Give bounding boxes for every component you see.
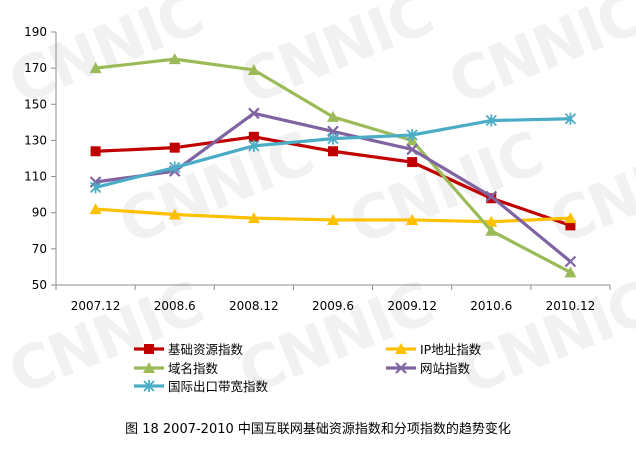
data-point bbox=[328, 146, 338, 157]
data-point bbox=[90, 146, 101, 157]
y-tick-label: 150 bbox=[24, 97, 47, 111]
legend-label: 国际出口带宽指数 bbox=[168, 379, 269, 394]
data-point bbox=[169, 142, 180, 153]
series-3 bbox=[89, 53, 577, 278]
x-tick-label: 2010.12 bbox=[546, 299, 596, 313]
data-point bbox=[406, 213, 419, 225]
data-point bbox=[89, 181, 102, 194]
data-point bbox=[565, 220, 576, 231]
watermark-text: CNNIC bbox=[449, 269, 636, 409]
legend-item: 域名指数 bbox=[134, 361, 219, 376]
data-point bbox=[248, 107, 260, 120]
legend-label: 基础资源指数 bbox=[168, 342, 244, 357]
data-point bbox=[169, 161, 181, 174]
data-point bbox=[168, 53, 181, 65]
legend-marker bbox=[395, 343, 407, 354]
x-tick-label: 2007.12 bbox=[71, 299, 121, 313]
y-tick-label: 90 bbox=[32, 206, 47, 220]
watermark-text: CNNIC bbox=[539, 119, 636, 259]
legend-item: 基础资源指数 bbox=[134, 342, 244, 357]
axes bbox=[55, 32, 610, 286]
legend-marker bbox=[395, 362, 407, 374]
y-axis-ticks: 50 70 90 110 130 150 170 190 bbox=[24, 25, 56, 292]
legend-label: 域名指数 bbox=[168, 361, 219, 376]
data-point bbox=[247, 63, 260, 75]
y-tick-label: 130 bbox=[24, 133, 47, 147]
data-point bbox=[485, 114, 497, 127]
figure-caption: 图 18 2007-2010 中国互联网基础资源指数和分项指数的趋势变化 bbox=[125, 421, 511, 437]
legend-marker bbox=[144, 344, 154, 354]
x-tick-label: 2009.12 bbox=[387, 299, 437, 313]
data-point bbox=[248, 139, 260, 152]
data-point bbox=[89, 62, 102, 74]
data-point bbox=[485, 215, 498, 227]
y-tick-label: 70 bbox=[32, 242, 47, 256]
legend-item: 网站指数 bbox=[386, 361, 471, 376]
data-point bbox=[327, 213, 339, 225]
data-point bbox=[327, 132, 339, 145]
data-point bbox=[89, 203, 102, 215]
legend-marker bbox=[143, 362, 155, 373]
y-tick-label: 170 bbox=[24, 61, 47, 75]
y-tick-label: 50 bbox=[32, 278, 47, 292]
watermark-text: CNNIC bbox=[229, 0, 441, 119]
series-2 bbox=[89, 203, 577, 227]
data-point bbox=[247, 212, 260, 224]
legend-label: 网站指数 bbox=[420, 361, 471, 376]
data-point bbox=[564, 255, 577, 268]
y-tick-label: 110 bbox=[24, 170, 47, 184]
data-point bbox=[248, 131, 259, 142]
x-tick-label: 2008.12 bbox=[229, 299, 279, 313]
data-point bbox=[407, 157, 418, 168]
data-point bbox=[564, 266, 577, 278]
data-point bbox=[564, 112, 577, 125]
data-point bbox=[406, 129, 418, 142]
watermark-text: CNNIC bbox=[439, 0, 636, 119]
data-point bbox=[564, 212, 577, 224]
legend-item: 国际出口带宽指数 bbox=[134, 379, 269, 394]
data-point bbox=[485, 224, 498, 236]
legend-marker bbox=[143, 380, 155, 392]
data-point bbox=[168, 208, 181, 220]
data-point bbox=[327, 110, 339, 122]
series-5 bbox=[89, 112, 577, 194]
x-axis-ticks: 2007.12 2008.6 2008.12 2009.6 2009.12 2010.6 2… bbox=[55, 285, 611, 313]
legend-item: IP地址指数 bbox=[386, 342, 482, 357]
x-tick-label: 2009.6 bbox=[312, 299, 354, 313]
legend-label: IP地址指数 bbox=[420, 342, 482, 357]
y-tick-label: 190 bbox=[24, 25, 47, 39]
data-point bbox=[485, 190, 498, 203]
x-tick-label: 2008.6 bbox=[154, 299, 196, 313]
x-tick-label: 2010.6 bbox=[470, 299, 512, 313]
data-point bbox=[406, 143, 418, 156]
plot-area bbox=[89, 53, 577, 278]
